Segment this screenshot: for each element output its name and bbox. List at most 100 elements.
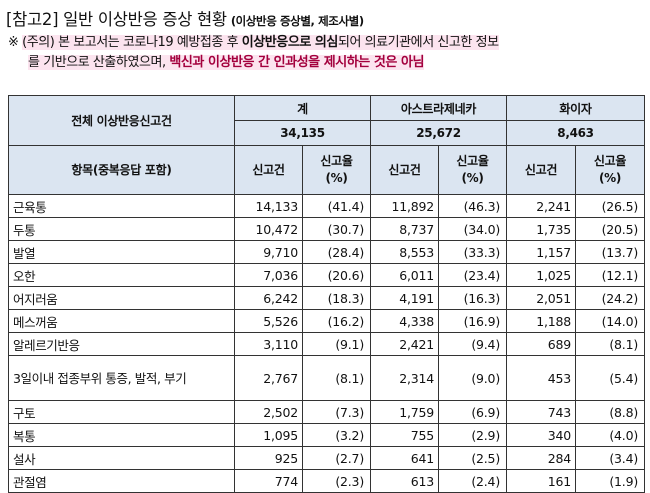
- cell-count: 1,188: [506, 309, 576, 333]
- col-rate-header: 신고율 (%): [302, 145, 371, 195]
- table-row: 관절염 774 (2.3) 613 (2.4) 161 (1.9): [8, 469, 646, 493]
- cell-rate: (23.4): [438, 263, 507, 287]
- cell-rate: (6.9): [438, 400, 507, 424]
- report-title: [참고2] 일반 이상반응 증상 현황 (이상반응 증상별, 제조사별): [6, 6, 364, 30]
- cell-count: 1,025: [506, 263, 576, 287]
- cell-rate: (9.0): [438, 355, 507, 401]
- row-item: 구토: [8, 400, 235, 424]
- cell-count: 774: [234, 469, 303, 493]
- cell-count: 925: [234, 446, 303, 470]
- note-text-2: 되어 의료기관에서 신고한 정보: [337, 35, 499, 50]
- cell-rate: (7.3): [302, 400, 371, 424]
- cell-rate: (8.1): [302, 355, 371, 401]
- cell-count: 161: [506, 469, 576, 493]
- table-row: 메스꺼움 5,526 (16.2) 4,338 (16.9) 1,188 (14…: [8, 309, 646, 333]
- cell-rate: (20.6): [302, 263, 371, 287]
- cell-count: 284: [506, 446, 576, 470]
- cell-rate: (3.2): [302, 423, 371, 447]
- cell-rate: (14.0): [574, 309, 646, 333]
- cell-rate: (30.7): [302, 217, 371, 241]
- col-count-header: 신고건: [506, 145, 576, 195]
- col-rate-header: 신고율 (%): [574, 145, 646, 195]
- total-reports-label: 전체 이상반응신고건: [8, 95, 235, 146]
- table-row: 3일이내 접종부위 통증, 발적, 부기 2,767 (8.1) 2,314 (…: [8, 355, 646, 401]
- cell-count: 5,526: [234, 309, 303, 333]
- cell-count: 2,051: [506, 286, 576, 310]
- cell-rate: (33.3): [438, 240, 507, 264]
- cell-rate: (41.4): [302, 194, 371, 218]
- cell-rate: (9.1): [302, 332, 371, 356]
- table-row: 오한 7,036 (20.6) 6,011 (23.4) 1,025 (12.1…: [8, 263, 646, 287]
- note-text-3: 를 기반으로 산출하였으며,: [28, 55, 170, 70]
- note-text-1: (주의) 본 보고서는 코로나19 예방접종 후: [22, 35, 242, 50]
- cell-rate: (2.9): [438, 423, 507, 447]
- note-line-1: ※ (주의) 본 보고서는 코로나19 예방접종 후 이상반응으로 의심되어 의…: [8, 33, 499, 53]
- total-count-astrazeneca: 25,672: [370, 120, 507, 146]
- cell-rate: (13.7): [574, 240, 646, 264]
- group-header-total: 계: [234, 95, 371, 121]
- adverse-reaction-table: 전체 이상반응신고건 계 아스트라제네카 화이자 34,135 25,672 8…: [8, 95, 646, 493]
- cell-rate: (12.1): [574, 263, 646, 287]
- cell-count: 8,553: [370, 240, 439, 264]
- cell-count: 2,421: [370, 332, 439, 356]
- cell-count: 2,241: [506, 194, 576, 218]
- col-count-header: 신고건: [370, 145, 439, 195]
- cell-rate: (4.0): [574, 423, 646, 447]
- row-item: 복통: [8, 423, 235, 447]
- table-row: 발열 9,710 (28.4) 8,553 (33.3) 1,157 (13.7…: [8, 240, 646, 264]
- cell-count: 2,314: [370, 355, 439, 401]
- cell-rate: (3.4): [574, 446, 646, 470]
- cell-count: 14,133: [234, 194, 303, 218]
- cell-rate: (2.4): [438, 469, 507, 493]
- row-item: 알레르기반응: [8, 332, 235, 356]
- cell-count: 453: [506, 355, 576, 401]
- cell-count: 8,737: [370, 217, 439, 241]
- cell-rate: (16.2): [302, 309, 371, 333]
- cell-rate: (2.3): [302, 469, 371, 493]
- note-emphasis-2: 백신과 이상반응 간 인과성을 제시하는 것은 아님: [169, 55, 424, 70]
- title-main: [참고2] 일반 이상반응 증상 현황: [6, 10, 227, 29]
- row-item: 설사: [8, 446, 235, 470]
- table-row: 어지러움 6,242 (18.3) 4,191 (16.3) 2,051 (24…: [8, 286, 646, 310]
- cell-count: 689: [506, 332, 576, 356]
- table-row: 설사 925 (2.7) 641 (2.5) 284 (3.4): [8, 446, 646, 470]
- cell-rate: (9.4): [438, 332, 507, 356]
- cell-count: 4,338: [370, 309, 439, 333]
- note-line-2: 를 기반으로 산출하였으며, 백신과 이상반응 간 인과성을 제시하는 것은 아…: [8, 53, 499, 73]
- cell-count: 340: [506, 423, 576, 447]
- cell-count: 613: [370, 469, 439, 493]
- row-item: 근육통: [8, 194, 235, 218]
- cell-count: 1,157: [506, 240, 576, 264]
- note-emphasis-1: 이상반응으로 의심: [241, 35, 338, 50]
- cell-count: 743: [506, 400, 576, 424]
- table-row: 알레르기반응 3,110 (9.1) 2,421 (9.4) 689 (8.1): [8, 332, 646, 356]
- cell-rate: (16.9): [438, 309, 507, 333]
- total-count-all: 34,135: [234, 120, 371, 146]
- cell-count: 4,191: [370, 286, 439, 310]
- cell-rate: (26.5): [574, 194, 646, 218]
- cell-count: 3,110: [234, 332, 303, 356]
- cell-count: 2,502: [234, 400, 303, 424]
- cell-count: 1,735: [506, 217, 576, 241]
- cell-rate: (46.3): [438, 194, 507, 218]
- table-row: 구토 2,502 (7.3) 1,759 (6.9) 743 (8.8): [8, 400, 646, 424]
- cell-rate: (34.0): [438, 217, 507, 241]
- table-row: 두통 10,472 (30.7) 8,737 (34.0) 1,735 (20.…: [8, 217, 646, 241]
- cell-rate: (16.3): [438, 286, 507, 310]
- table-row: 복통 1,095 (3.2) 755 (2.9) 340 (4.0): [8, 423, 646, 447]
- row-item: 메스꺼움: [8, 309, 235, 333]
- cell-rate: (18.3): [302, 286, 371, 310]
- row-item: 오한: [8, 263, 235, 287]
- item-header: 항목(중복응답 포함): [8, 145, 235, 195]
- cell-rate: (24.2): [574, 286, 646, 310]
- col-rate-header: 신고율 (%): [438, 145, 507, 195]
- cell-count: 641: [370, 446, 439, 470]
- cell-rate: (2.7): [302, 446, 371, 470]
- row-item: 발열: [8, 240, 235, 264]
- cell-count: 7,036: [234, 263, 303, 287]
- cell-rate: (5.4): [574, 355, 646, 401]
- cell-count: 9,710: [234, 240, 303, 264]
- row-item: 관절염: [8, 469, 235, 493]
- note-mark: ※: [8, 35, 19, 50]
- cell-rate: (20.5): [574, 217, 646, 241]
